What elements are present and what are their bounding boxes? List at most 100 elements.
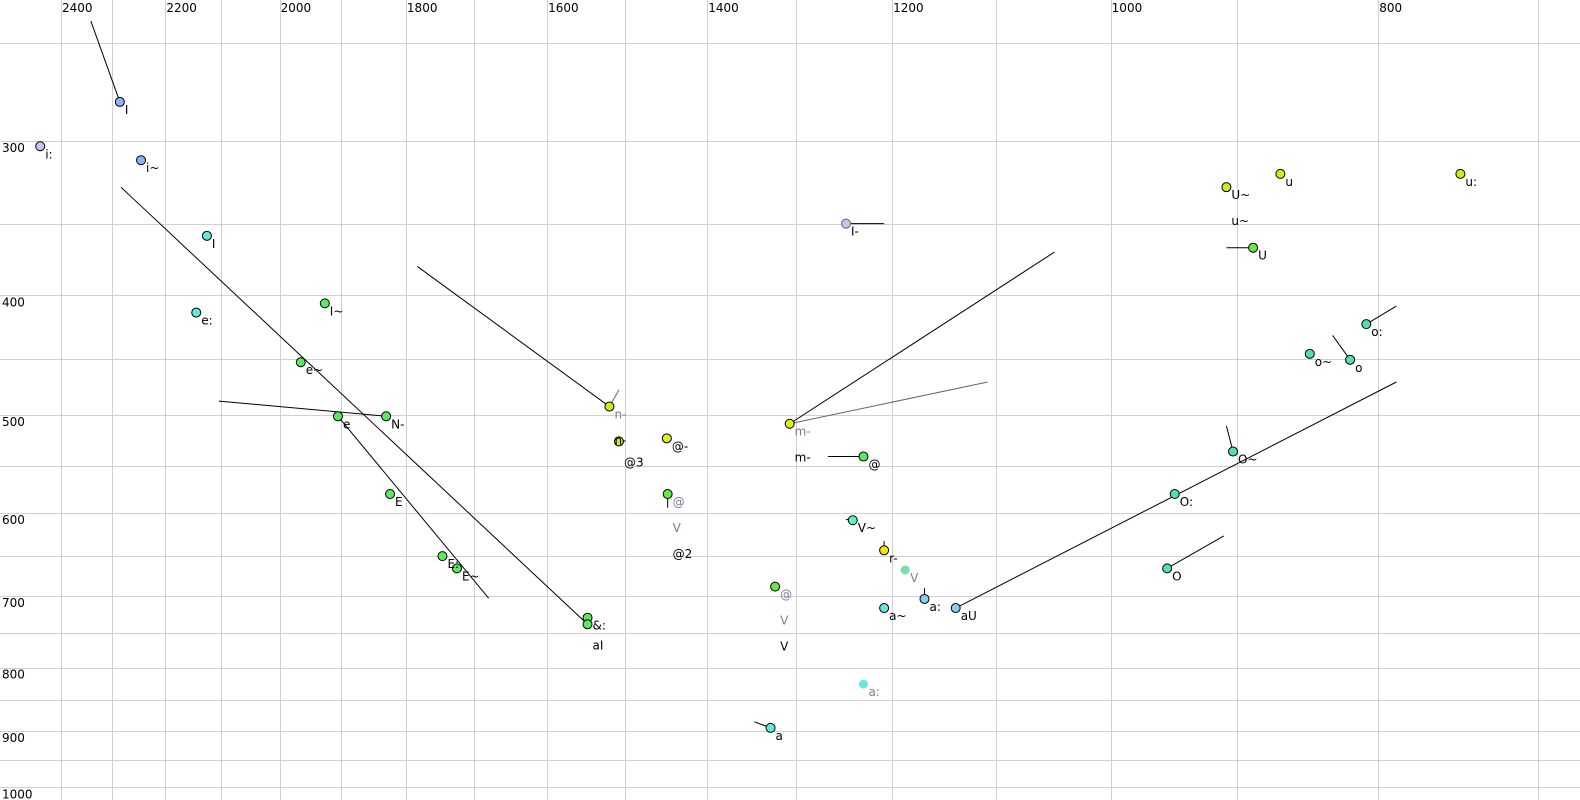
y-tick-label: 400 (2, 295, 25, 309)
vowel-label: @- (672, 439, 688, 453)
vowel-point (582, 619, 593, 630)
y-tick-label: 900 (2, 731, 25, 745)
trajectory-line (218, 400, 387, 417)
vowel-point (1304, 348, 1315, 359)
vowel-label: &: (593, 619, 606, 633)
trajectory-line (1366, 305, 1397, 325)
vowel-point (879, 603, 890, 614)
x-tick-label: 800 (1379, 1, 1402, 15)
vowel-label: O~ (1238, 453, 1258, 467)
vowel-point (1275, 168, 1286, 179)
points (35, 96, 1466, 733)
vowel-point (858, 679, 868, 689)
vowel-label: I (212, 237, 216, 251)
vowel-label: V (910, 571, 919, 585)
vowel-label: a: (868, 685, 879, 699)
vowel-point (1455, 168, 1466, 179)
vowel-label: m- (795, 425, 811, 439)
vowel-label: @ (868, 458, 880, 472)
trajectory-line (90, 20, 121, 103)
vowel-point (604, 401, 615, 412)
vowel-point (114, 96, 125, 107)
vowel-label: e: (201, 314, 212, 328)
vowel-label: I~ (330, 304, 344, 318)
vowel-point (332, 411, 343, 422)
x-tick-label: 2000 (281, 1, 312, 15)
vowel-label: aU (961, 609, 977, 623)
vowel-point (451, 563, 462, 574)
vowel-point (950, 603, 961, 614)
vowel-label: N- (391, 417, 404, 431)
y-tick-label: 300 (2, 141, 25, 155)
vowel-label: U (1258, 249, 1267, 263)
y-tick-label: 700 (2, 596, 25, 610)
vowel-point (437, 551, 448, 562)
vowel-label: @2 (673, 547, 693, 561)
vowel-label: u: (1465, 175, 1477, 189)
y-tick-label: 500 (2, 415, 25, 429)
vowel-point (765, 722, 776, 733)
vowel-point (1221, 182, 1232, 193)
vowel-point (858, 451, 869, 462)
vowel-point (919, 593, 930, 604)
vowel-label: E: (447, 557, 459, 571)
vowel-label: @ (780, 588, 792, 602)
vowel-label: u~ (1231, 214, 1249, 228)
vowel-label: n- (614, 434, 626, 448)
vowel-label: a: (929, 600, 940, 614)
vowel-point (1162, 563, 1173, 574)
point-labels: Ii:i~Ie:I~e~e N-EE:E~&:aIn-n-@3@-@V@2@VVm… (45, 103, 1477, 743)
vowel-point (841, 218, 852, 229)
y-tick-label: 800 (2, 668, 25, 682)
vowel-point (879, 545, 890, 556)
vowel-label: V~ (858, 521, 876, 535)
vowel-label: E (395, 495, 403, 509)
x-tick-label: 1800 (407, 1, 438, 15)
vowel-label: @ (673, 495, 685, 509)
vowel-label: e (343, 417, 350, 431)
vowel-point (1169, 488, 1180, 499)
vowel-label: O: (1180, 495, 1193, 509)
trajectory-line (1166, 535, 1225, 569)
vowel-point (662, 488, 673, 499)
trajectory-line (789, 251, 1055, 425)
trajectory-lines (90, 20, 1397, 729)
trajectory-line (337, 415, 490, 599)
vowel-point (1228, 446, 1239, 457)
vowel-label: n- (614, 408, 626, 422)
vowel-label: aI (593, 638, 604, 652)
vowel-point (381, 411, 392, 422)
vowel-label: O (1172, 569, 1181, 583)
vowel-point (319, 298, 330, 309)
vowel-point (770, 581, 781, 592)
vowel-point (191, 307, 202, 318)
x-tick-label: 1200 (893, 1, 924, 15)
vowel-label: o~ (1315, 355, 1332, 369)
vowel-point (136, 155, 147, 166)
vowel-point (201, 230, 212, 241)
vowel-point (847, 515, 858, 526)
vowel-label: o (1355, 361, 1362, 375)
vowel-point (613, 436, 624, 447)
x-tick-label: 1600 (548, 1, 579, 15)
y-tick-label: 600 (2, 513, 25, 527)
trajectory-line (120, 186, 588, 625)
vowel-label: U~ (1231, 188, 1250, 202)
vowel-label: m- (795, 451, 811, 465)
vowel-label: E~ (462, 569, 480, 583)
vowel-label: i: (45, 147, 52, 161)
vowel-label: i~ (146, 161, 159, 175)
vowel-label: r- (889, 551, 898, 565)
vowel-label: a (776, 729, 783, 743)
vowel-label: I (125, 103, 129, 117)
vowel-label: V (780, 614, 789, 628)
trajectory-line (789, 381, 988, 425)
vowel-point (385, 488, 396, 499)
vowel-label: a~ (889, 609, 906, 623)
vowel-point (784, 418, 795, 429)
tick-labels: 2400 2200 2000 1800 1600 1400 1200 1000 800 300 40… (2, 1, 1402, 800)
vowel-label: o: (1371, 325, 1382, 339)
x-tick-label: 1400 (708, 1, 739, 15)
